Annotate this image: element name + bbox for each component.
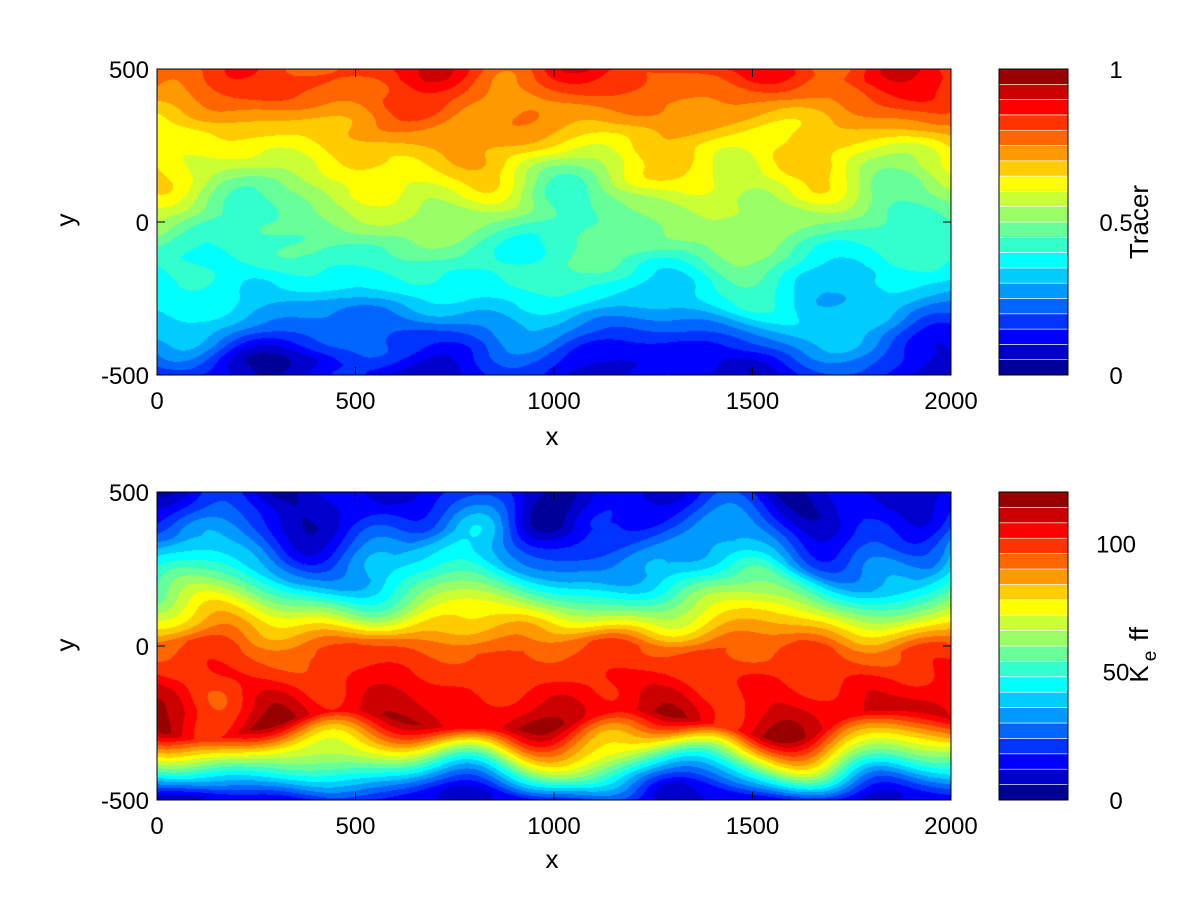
keff-colorbar-segment [998, 599, 1069, 616]
keff-colorbar-ticks: 0 50 100 [1096, 531, 1136, 815]
tracer-x-label: x [546, 421, 559, 451]
keff-x-tick-label: 2000 [924, 813, 977, 840]
tracer-y-tick-label: 0 [136, 210, 149, 237]
keff-colorbar-segment [998, 768, 1069, 785]
tracer-colorbar-segment [998, 68, 1069, 85]
tracer-colorbar-segment [998, 328, 1069, 345]
keff-colorbar-tick-label: 50 [1103, 660, 1130, 687]
keff-x-tick-label: 1500 [726, 813, 779, 840]
tracer-colorbar-segment [998, 298, 1069, 315]
tracer-x-ticks: 0 500 1000 1500 2000 [150, 69, 978, 415]
keff-colorbar-segment [998, 661, 1069, 678]
tracer-colorbar-segment [998, 175, 1069, 192]
tracer-colorbar-label: Tracer [1124, 185, 1154, 259]
tracer-colorbar-ticks: 00.51 [1099, 57, 1132, 390]
keff-colorbar-segment [998, 507, 1069, 524]
keff-colorbar-tick-label: 100 [1096, 531, 1136, 558]
tracer-colorbar-segment [998, 160, 1069, 177]
keff-x-ticks: 0 500 1000 1500 2000 [150, 492, 978, 840]
tracer-y-tick-label: 500 [109, 57, 149, 84]
tracer-y-label: y [50, 214, 80, 227]
tracer-colorbar-segment [998, 282, 1069, 299]
keff-x-tick-label: 500 [335, 813, 375, 840]
keff-label-main: K [1124, 665, 1154, 683]
tracer-field [157, 69, 951, 375]
keff-colorbar-segment [998, 537, 1069, 554]
tracer-colorbar [998, 68, 1069, 376]
tracer-colorbar-segment [998, 191, 1069, 207]
keff-y-tick-label: 500 [109, 480, 149, 507]
tracer-colorbar-segment [998, 99, 1069, 116]
keff-colorbar-frame [998, 491, 1069, 801]
keff-colorbar-segment [998, 584, 1069, 601]
keff-colorbar-segment [998, 491, 1069, 508]
tracer-x-tick-label: 0 [150, 388, 163, 415]
tracer-field-image [157, 69, 951, 375]
keff-colorbar-segment [998, 614, 1069, 631]
tracer-colorbar-segment [998, 114, 1069, 131]
tracer-y-tick-label: -500 [101, 363, 149, 390]
keff-colorbar-segment [998, 707, 1069, 724]
tracer-colorbar-tick-label: 0 [1109, 363, 1122, 390]
tracer-x-tick-label: 1500 [726, 388, 779, 415]
keff-y-tick-label: 0 [136, 634, 149, 661]
tracer-colorbar-segment [998, 145, 1069, 162]
keff-colorbar-segment [998, 522, 1069, 539]
keff-colorbar-segment [998, 553, 1069, 570]
keff-colorbar-label: K e ff [1124, 626, 1161, 682]
tracer-colorbar-segment [998, 206, 1069, 223]
tracer-colorbar-segment [998, 267, 1069, 284]
tracer-x-tick-label: 2000 [924, 388, 977, 415]
keff-y-label: y [50, 639, 80, 652]
tracer-colorbar-segment [998, 237, 1069, 253]
keff-y-ticks: -500 0 500 [101, 480, 951, 815]
keff-colorbar-tick-label: 0 [1109, 788, 1122, 815]
keff-colorbar-segment [998, 738, 1069, 755]
keff-colorbar-segment [998, 630, 1069, 647]
keff-colorbar-segment [998, 753, 1069, 770]
keff-colorbar-segment [998, 691, 1069, 708]
tracer-colorbar-segment [998, 221, 1069, 238]
tracer-colorbar-tick-label: 1 [1109, 57, 1122, 84]
tracer-colorbar-tick-label: 0.5 [1099, 210, 1132, 237]
tracer-x-tick-label: 1000 [527, 388, 580, 415]
keff-y-tick-label: -500 [101, 788, 149, 815]
keff-x-tick-label: 0 [150, 813, 163, 840]
keff-colorbar [998, 491, 1069, 801]
tracer-colorbar-frame [998, 68, 1069, 376]
keff-x-tick-label: 1000 [527, 813, 580, 840]
keff-colorbar-segment [998, 568, 1069, 585]
keff-x-label: x [546, 844, 559, 874]
keff-field-image [157, 492, 951, 800]
keff-colorbar-segment [998, 676, 1069, 693]
tracer-colorbar-segment [998, 129, 1069, 146]
keff-field [157, 492, 951, 800]
tracer-x-tick-label: 500 [335, 388, 375, 415]
tracer-colorbar-segment [998, 359, 1069, 376]
keff-label-rest: ff [1124, 626, 1154, 641]
keff-colorbar-segment [998, 645, 1069, 662]
keff-colorbar-segment [998, 784, 1069, 801]
keff-colorbar-segment [998, 722, 1069, 739]
tracer-colorbar-segment [998, 344, 1069, 360]
tracer-colorbar-segment [998, 313, 1069, 330]
tracer-colorbar-segment [998, 252, 1069, 269]
tracer-colorbar-segment [998, 84, 1069, 100]
keff-label-sub: e [1140, 651, 1161, 662]
tracer-y-ticks: -500 0 500 [101, 57, 951, 390]
